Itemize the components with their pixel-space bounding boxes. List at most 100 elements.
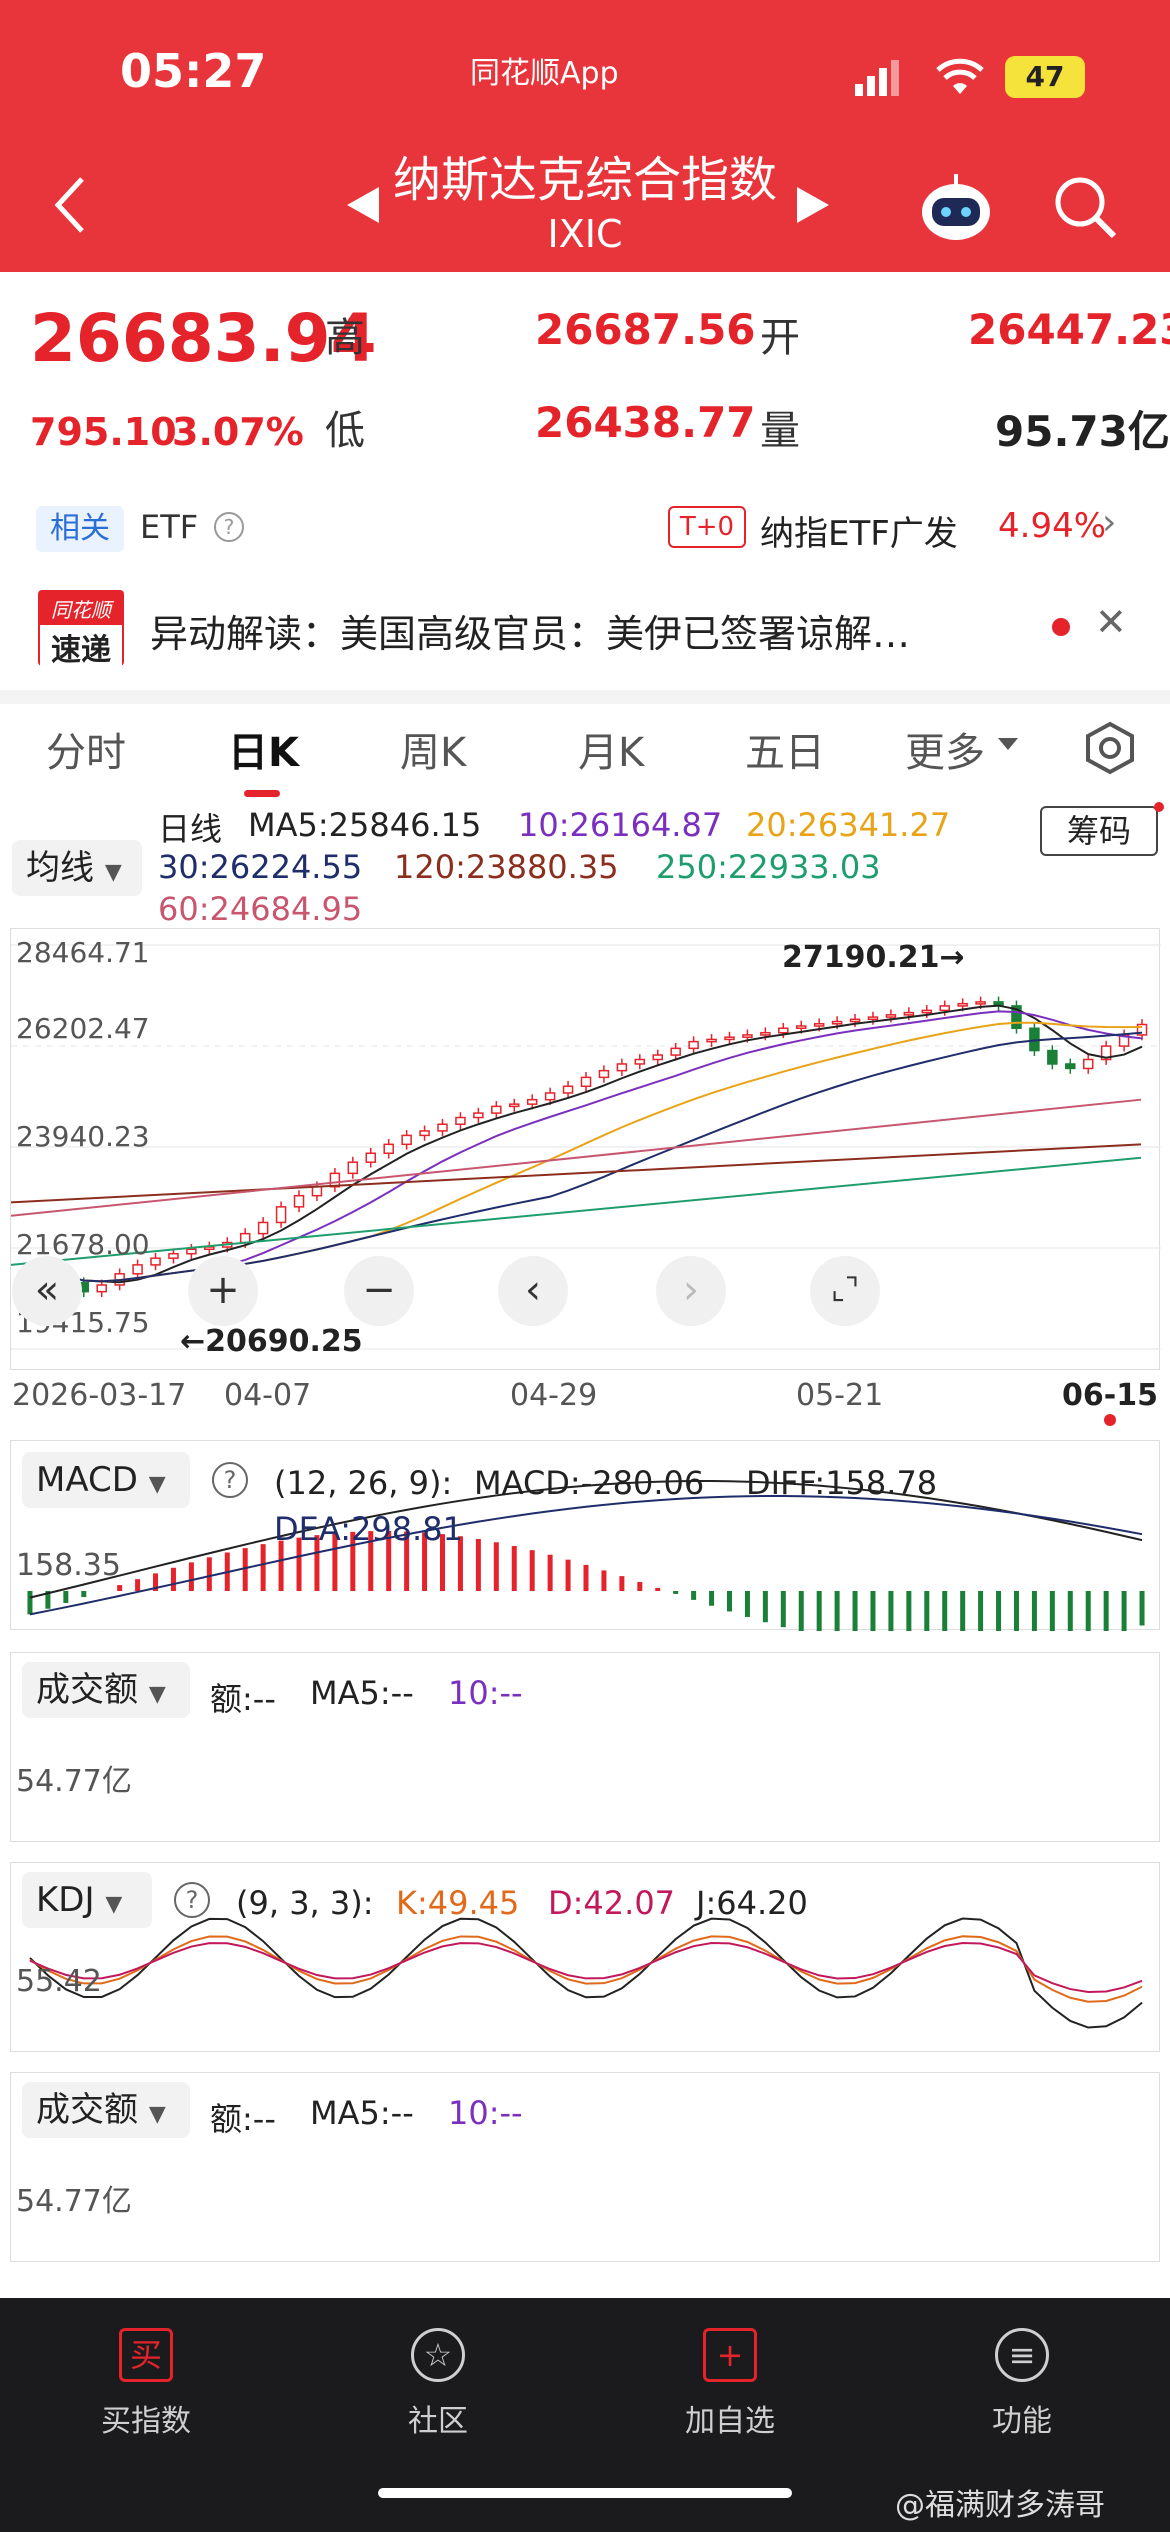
nav-functions-label: 功能 <box>992 2404 1052 2439</box>
volume-label: 量 <box>760 408 800 454</box>
dropdown-arrow-icon: ▼ <box>148 1682 166 1707</box>
max-annotation: 27190.21→ <box>782 940 965 975</box>
volume-panel-1[interactable] <box>10 1652 1160 1842</box>
search-icon[interactable] <box>1050 172 1120 242</box>
volume-panel-2[interactable] <box>10 2072 1160 2262</box>
back-icon[interactable] <box>50 175 90 235</box>
candle <box>437 1123 448 1132</box>
kdj-panel[interactable] <box>10 1862 1160 2052</box>
news-logo: 同花顺 速递 <box>38 590 124 669</box>
kdj-j-line <box>29 1917 1143 2029</box>
add-icon: + <box>703 2328 757 2382</box>
scroll-right-button[interactable]: › <box>656 1256 726 1326</box>
dropdown-arrow-icon: ▼ <box>104 860 122 885</box>
scroll-left-button[interactable]: ‹ <box>498 1256 568 1326</box>
candle <box>921 1009 933 1014</box>
chevron-right-icon[interactable]: › <box>1102 502 1117 543</box>
candle <box>509 1103 520 1108</box>
settings-icon[interactable] <box>1082 720 1138 776</box>
ma10-value: 10:26164.87 <box>518 806 723 844</box>
macd-help-icon[interactable]: ? <box>212 1462 248 1498</box>
high-value: 26687.56 <box>535 305 756 354</box>
current-date-dot <box>1104 1414 1116 1426</box>
nav-buy-index[interactable]: 买 买指数 <box>56 2328 236 2440</box>
help-icon[interactable]: ? <box>214 512 244 542</box>
candle <box>96 1284 107 1293</box>
volume-dropdown-1[interactable]: 成交额 ▼ <box>22 1662 190 1718</box>
index-code: IXIC <box>547 212 623 256</box>
current-price: 26683.94 <box>30 300 377 377</box>
macd-level: 158.35 <box>16 1548 121 1583</box>
robot-assistant-icon[interactable] <box>918 168 994 244</box>
t0-badge: T+0 <box>668 506 746 548</box>
candle <box>706 1038 717 1043</box>
candle <box>257 1221 269 1235</box>
kdj-k-line <box>29 1935 1143 2003</box>
y-tick-3: 23940.23 <box>16 1120 150 1153</box>
tab-intraday[interactable]: 分时 <box>46 730 126 776</box>
diff-value: DIFF:158.78 <box>746 1464 938 1502</box>
status-app-label: 同花顺App <box>470 56 619 91</box>
kdj-level: 55.42 <box>16 1964 102 1999</box>
open-label: 开 <box>760 315 800 361</box>
tab-daily-k[interactable]: 日K <box>228 730 299 776</box>
tab-monthly-k[interactable]: 月K <box>578 730 645 776</box>
x-tick-1: 2026-03-17 <box>12 1378 187 1413</box>
macd-panel[interactable] <box>10 1440 1160 1662</box>
battery-indicator: 47 <box>1005 56 1085 98</box>
dea-value: DEA:298.81 <box>274 1510 463 1548</box>
tab-five-day[interactable]: 五日 <box>745 730 825 776</box>
dropdown-arrow-icon: ▼ <box>148 1472 166 1497</box>
macd-dropdown[interactable]: MACD ▼ <box>22 1452 190 1508</box>
news-headline[interactable]: 异动解读：美国高级官员：美伊已签署谅解… <box>150 612 911 656</box>
nav-functions[interactable]: ≡ 功能 <box>932 2328 1112 2440</box>
menu-icon: ≡ <box>995 2328 1049 2382</box>
volume-ma5-1: MA5:-- <box>310 1674 414 1712</box>
volume-level-2: 54.77亿 <box>16 2184 132 2219</box>
candle <box>903 1011 915 1016</box>
candle <box>1011 1005 1022 1030</box>
close-icon[interactable]: ✕ <box>1095 600 1127 644</box>
scroll-start-button[interactable]: « <box>12 1256 82 1326</box>
etf-name[interactable]: 纳指ETF广发 <box>760 514 958 554</box>
candle <box>562 1085 574 1094</box>
tab-weekly-k[interactable]: 周K <box>400 730 467 776</box>
nav-add-watchlist[interactable]: + 加自选 <box>640 2328 820 2440</box>
k-line-chart-area[interactable] <box>10 928 1161 1370</box>
community-icon: ☆ <box>411 2328 465 2382</box>
dropdown-arrow-icon[interactable] <box>996 736 1020 752</box>
candle <box>186 1248 197 1255</box>
candle <box>957 1002 968 1007</box>
candle <box>742 1034 753 1038</box>
candle <box>401 1134 412 1146</box>
candle <box>849 1018 861 1023</box>
tab-more[interactable]: 更多 <box>905 730 985 776</box>
candle <box>688 1040 699 1050</box>
zoom-in-button[interactable]: + <box>188 1256 258 1326</box>
ma30-value: 30:26224.55 <box>158 848 363 886</box>
candle <box>275 1206 287 1224</box>
ma250-value: 250:22933.03 <box>656 848 881 886</box>
zoom-out-button[interactable]: − <box>344 1256 414 1326</box>
y-tick-2: 26202.47 <box>16 1012 150 1045</box>
kdj-help-icon[interactable]: ? <box>174 1882 210 1918</box>
candle <box>1082 1058 1094 1070</box>
volume-dropdown-2[interactable]: 成交额 ▼ <box>22 2082 190 2138</box>
price-change: 795.10 <box>30 410 177 454</box>
fullscreen-button[interactable]: ⌞⌝ <box>810 1256 880 1326</box>
volume-name-1: 成交额 <box>36 1670 138 1710</box>
ma60-line <box>10 1098 1142 1217</box>
ma60-value: 60:24684.95 <box>158 890 363 928</box>
kdj-dropdown[interactable]: KDJ ▼ <box>22 1872 152 1928</box>
nav-community[interactable]: ☆ 社区 <box>348 2328 528 2440</box>
indicator-dropdown[interactable]: 均线 ▼ <box>12 840 142 896</box>
k-line-chart <box>10 944 1161 1350</box>
kdj-d-value: D:42.07 <box>548 1884 676 1922</box>
next-index-icon[interactable] <box>795 185 831 225</box>
candle <box>1136 1023 1148 1036</box>
candle <box>150 1257 161 1266</box>
chip-distribution-button[interactable]: 筹码 <box>1040 806 1158 856</box>
volume-ma5-2: MA5:-- <box>310 2094 414 2132</box>
prev-index-icon[interactable] <box>345 185 381 225</box>
candle <box>311 1185 323 1197</box>
